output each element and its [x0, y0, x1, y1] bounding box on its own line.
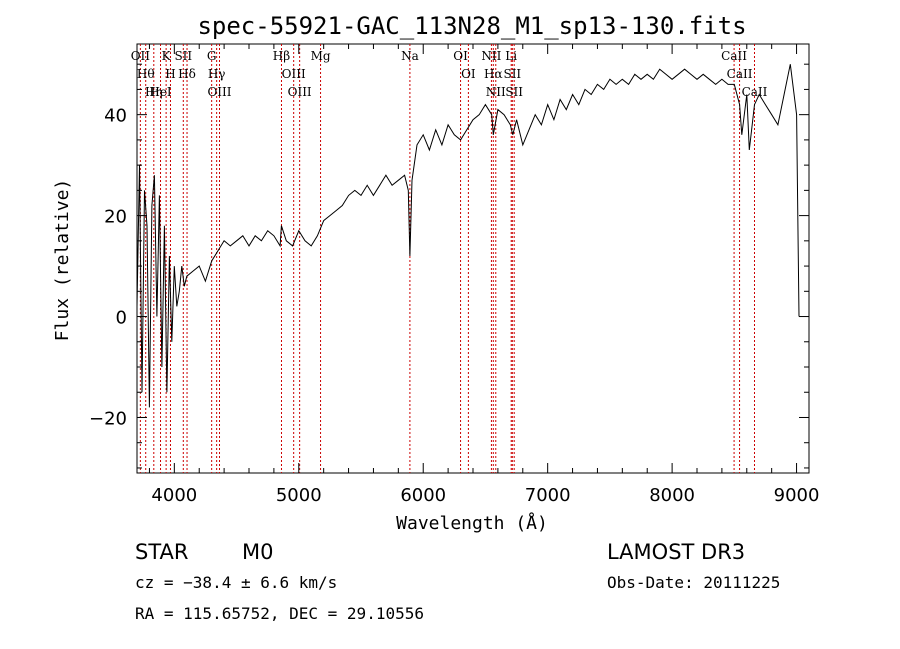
- line-marker-label: OIII: [288, 85, 312, 99]
- line-marker-label: K: [162, 49, 172, 63]
- x-tick-label: 7000: [525, 485, 571, 506]
- x-tick-label: 4000: [151, 485, 197, 506]
- y-tick-label: 40: [104, 106, 127, 127]
- line-marker-label: Hβ: [273, 49, 290, 63]
- object-subclass: M0: [242, 540, 273, 564]
- line-marker-label: Mg: [311, 49, 331, 63]
- x-axis: 4000 5000 6000 7000 8000 9000: [148, 44, 820, 506]
- y-axis: −20 0 20 40: [89, 63, 809, 469]
- line-marker-label: OIII: [282, 67, 306, 81]
- coordinates-info: RA = 115.65752, DEC = 29.10556: [135, 604, 424, 623]
- line-marker-label: NII: [481, 49, 501, 63]
- y-tick-label: 20: [104, 207, 127, 228]
- line-marker-label: H: [165, 67, 175, 81]
- line-marker-label: OII: [131, 49, 151, 63]
- line-marker-label: CaII: [721, 49, 747, 63]
- line-marker-label: CaII: [742, 85, 768, 99]
- x-tick-label: 5000: [276, 485, 322, 506]
- line-marker-label: Li: [505, 49, 517, 63]
- y-axis-label: Flux (relative): [52, 179, 73, 342]
- obs-date: Obs-Date: 20111225: [607, 573, 780, 592]
- line-marker-label: SII: [505, 85, 523, 99]
- line-marker-label: Hθ: [137, 67, 155, 81]
- line-marker-label: Hα: [484, 67, 503, 81]
- x-tick-label: 9000: [774, 485, 820, 506]
- line-marker-label: Hγ: [208, 67, 226, 81]
- y-tick-label: −20: [89, 408, 127, 429]
- spectrum-line: [136, 64, 800, 408]
- line-marker-label: OI: [453, 49, 468, 63]
- line-marker-label: SII: [503, 67, 521, 81]
- line-marker-label: CaII: [727, 67, 753, 81]
- x-axis-label: Wavelength (Å): [396, 512, 548, 534]
- y-tick-label: 0: [116, 308, 127, 329]
- plot-frame: [136, 43, 810, 474]
- x-tick-label: 6000: [400, 485, 446, 506]
- line-marker-label: SII: [174, 49, 192, 63]
- survey-label: LAMOST DR3: [607, 540, 745, 564]
- chart-title: spec-55921-GAC_113N28_M1_sp13-130.fits: [197, 12, 746, 40]
- line-markers: [139, 44, 755, 473]
- line-marker-label: OI: [461, 67, 476, 81]
- redshift-info: cz = −38.4 ± 6.6 km/s: [135, 573, 337, 592]
- x-tick-label: 8000: [649, 485, 695, 506]
- line-marker-label: NII: [486, 85, 506, 99]
- line-marker-label: Hδ: [178, 67, 196, 81]
- line-marker-label: HeI: [149, 85, 172, 99]
- object-class: STAR: [135, 540, 188, 564]
- line-marker-label: Hη: [145, 85, 163, 99]
- line-marker-label: Na: [401, 49, 419, 63]
- line-marker-label: G: [207, 49, 217, 63]
- line-marker-label: OIII: [207, 85, 231, 99]
